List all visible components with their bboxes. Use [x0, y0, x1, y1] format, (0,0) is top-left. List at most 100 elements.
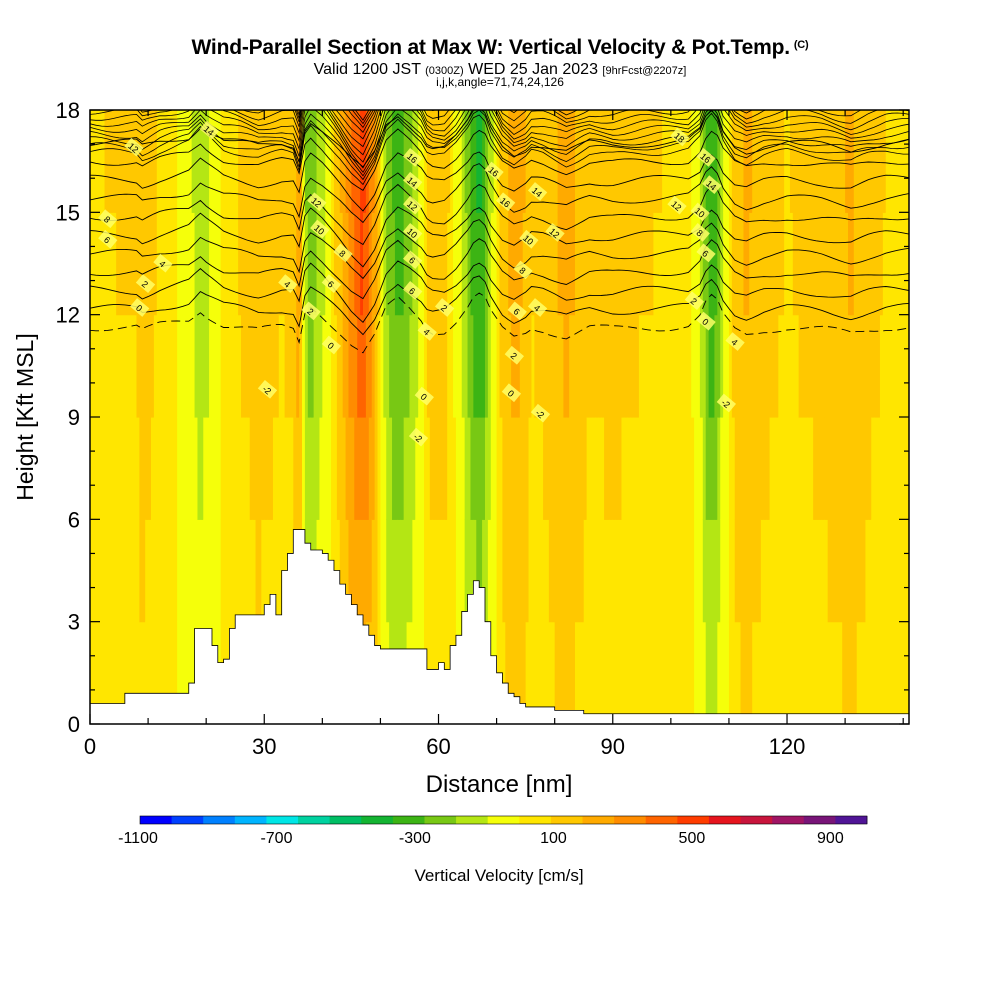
velocity-cell [569, 212, 573, 316]
velocity-cell [699, 110, 704, 213]
velocity-cell [885, 519, 890, 623]
velocity-cell [595, 212, 599, 316]
velocity-cell [458, 314, 463, 418]
valid-date: WED 25 Jan 2023 [468, 61, 598, 78]
colorbar-swatch [740, 816, 773, 824]
velocity-cell [615, 110, 620, 213]
velocity-cell [406, 314, 411, 418]
velocity-cell [307, 417, 312, 520]
velocity-cell [171, 212, 175, 316]
velocity-cell [519, 110, 524, 213]
velocity-cell [397, 212, 402, 316]
velocity-cell [421, 110, 425, 213]
velocity-cell [696, 314, 701, 418]
velocity-cell [525, 110, 530, 213]
colorbar-swatch [645, 816, 678, 824]
velocity-cell [696, 519, 701, 623]
velocity-cell [162, 110, 167, 213]
velocity-cell [615, 417, 620, 520]
velocity-cell [667, 314, 672, 418]
colorbar-swatch [392, 816, 425, 824]
velocity-cell [423, 314, 428, 418]
velocity-cell [848, 417, 852, 520]
velocity-cell [900, 314, 904, 418]
velocity-cell [98, 621, 103, 724]
velocity-cell [731, 314, 736, 418]
velocity-cell [182, 212, 187, 316]
velocity-cell [760, 212, 765, 316]
velocity-cell [281, 110, 286, 213]
velocity-cell [720, 110, 724, 213]
velocity-cell [133, 519, 138, 623]
velocity-cell [389, 212, 393, 316]
velocity-cell [421, 212, 425, 316]
velocity-cell [113, 519, 117, 623]
velocity-cell [333, 417, 338, 520]
velocity-cell [455, 519, 460, 623]
velocity-cell [435, 212, 440, 316]
contour-label-group: 0 [414, 386, 434, 406]
velocity-cell [682, 314, 686, 418]
velocity-cell [272, 519, 277, 623]
velocity-cell [728, 314, 733, 418]
velocity-cell [514, 519, 518, 623]
velocity-cell [836, 212, 840, 316]
velocity-cell [351, 110, 355, 213]
velocity-cell [734, 212, 739, 316]
velocity-cell [638, 110, 643, 213]
velocity-cell [371, 519, 376, 623]
velocity-cell [374, 519, 379, 623]
velocity-cell [153, 314, 158, 418]
velocity-cell [284, 417, 289, 520]
velocity-cell [159, 314, 164, 418]
velocity-cell [255, 212, 260, 316]
velocity-cell [615, 212, 620, 316]
y-tick-label: 12 [56, 303, 80, 328]
velocity-cell [121, 621, 126, 724]
velocity-cell [496, 110, 501, 213]
velocity-cell [98, 417, 103, 520]
contour-line-upper [90, 110, 909, 169]
velocity-cell [592, 314, 596, 418]
velocity-cell [563, 621, 567, 724]
contour-label-bg [124, 137, 144, 157]
velocity-cell [586, 212, 591, 316]
velocity-cell [261, 212, 265, 316]
velocity-cell [145, 314, 149, 418]
contour-label-group: 0 [321, 335, 342, 355]
velocity-cell [859, 519, 864, 623]
velocity-cell [900, 621, 904, 724]
velocity-cell [842, 212, 846, 316]
velocity-cell [482, 110, 486, 213]
velocity-cell [618, 212, 623, 316]
velocity-cell [101, 519, 106, 623]
velocity-cell [804, 212, 808, 316]
velocity-cell [728, 621, 733, 724]
velocity-cell [287, 314, 291, 418]
velocity-cell [772, 621, 777, 724]
velocity-cell [641, 314, 646, 418]
velocity-cell [275, 110, 280, 213]
velocity-cell [606, 621, 611, 724]
velocity-cell [394, 417, 399, 520]
velocity-cell [511, 314, 515, 418]
velocity-cell [612, 212, 617, 316]
velocity-cell [859, 417, 864, 520]
velocity-cell [540, 417, 544, 520]
velocity-cell [633, 314, 637, 418]
colorbar-frame [139, 815, 868, 825]
velocity-cell [708, 621, 713, 724]
velocity-cell [691, 417, 695, 520]
contour-label: 12 [126, 141, 140, 155]
velocity-cell [191, 621, 196, 724]
velocity-cell [98, 212, 103, 316]
velocity-cell [90, 621, 94, 724]
contour-label-bg [696, 311, 716, 331]
contour-label-bg [307, 192, 327, 212]
contour-label-bg [199, 120, 220, 140]
velocity-cell [824, 110, 829, 213]
velocity-cell [508, 519, 512, 623]
velocity-cell [551, 314, 556, 418]
velocity-cell [795, 519, 800, 623]
contour-label-bg [670, 127, 690, 147]
